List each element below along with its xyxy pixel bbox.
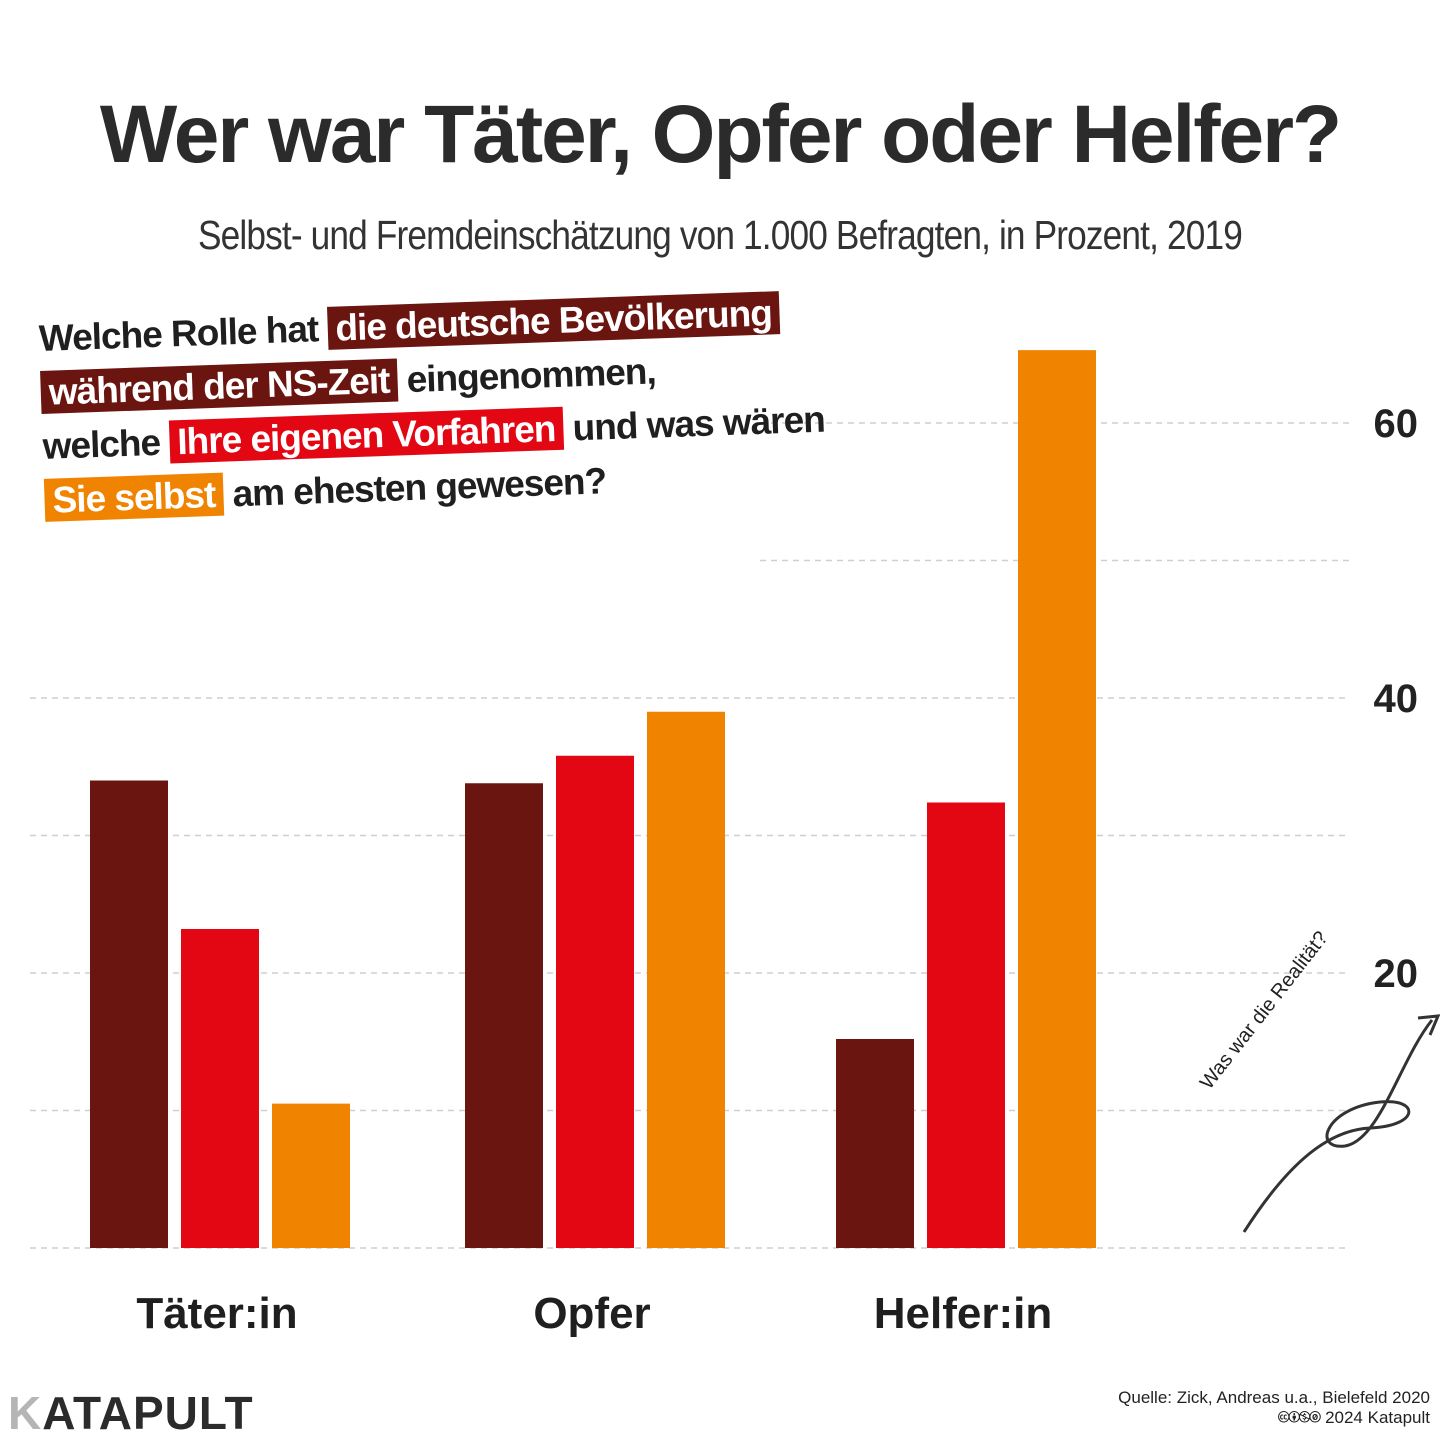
legend-vorfahren: Ihre eigenen Vorfahren bbox=[168, 406, 565, 464]
annotation-arrow-head bbox=[1417, 1014, 1440, 1036]
bars bbox=[90, 350, 1096, 1248]
logo-k: K bbox=[8, 1387, 43, 1439]
bar-1-1 bbox=[90, 780, 168, 1248]
question-part-4: und was wären bbox=[571, 398, 826, 449]
question-part-2: eingenommen, bbox=[405, 350, 657, 401]
question-text: Welche Rolle hat die deutsche Bevölkerun… bbox=[38, 280, 975, 528]
x-tick-label: Täter:in bbox=[136, 1289, 297, 1338]
bar-2-3 bbox=[927, 802, 1005, 1248]
annotation-arrow bbox=[1242, 1014, 1440, 1233]
footer-source: Quelle: Zick, Andreas u.a., Bielefeld 20… bbox=[1118, 1388, 1430, 1428]
legend-bevoelkerung-2: während der NS-Zeit bbox=[40, 358, 399, 414]
question-part-3: welche bbox=[41, 421, 161, 467]
chart-title: Wer war Täter, Opfer oder Helfer? bbox=[99, 89, 1342, 180]
bar-1-2 bbox=[465, 783, 543, 1248]
bar-2-1 bbox=[181, 929, 259, 1248]
x-tick-label: Helfer:in bbox=[874, 1289, 1052, 1338]
bar-1-3 bbox=[836, 1039, 914, 1248]
y-tick-label: 40 bbox=[1374, 677, 1419, 721]
x-tick-labels: Täter:in Opfer Helfer:in bbox=[136, 1289, 1052, 1338]
legend-selbst: Sie selbst bbox=[43, 472, 224, 522]
question-part-5: am ehesten gewesen? bbox=[231, 460, 607, 515]
chart-subtitle: Selbst- und Fremdeinschätzung von 1.000 … bbox=[198, 212, 1243, 258]
annotation-arrow-line bbox=[1242, 1019, 1434, 1233]
x-tick-label: Opfer bbox=[533, 1289, 650, 1338]
y-tick-labels: 20 40 60 bbox=[1374, 402, 1419, 996]
question-part-1: Welche Rolle hat bbox=[38, 308, 319, 359]
source-text: Quelle: Zick, Andreas u.a., Bielefeld 20… bbox=[1118, 1388, 1430, 1407]
legend-bevoelkerung-1: die deutsche Bevölkerung bbox=[326, 291, 781, 350]
katapult-logo: KATAPULT bbox=[8, 1386, 254, 1440]
license-text: 🅭🅯🄏🄍 2024 Katapult bbox=[1278, 1408, 1431, 1427]
bar-3-3 bbox=[1018, 350, 1096, 1248]
bar-3-1 bbox=[272, 1103, 350, 1248]
y-tick-label: 60 bbox=[1374, 402, 1419, 446]
bar-3-2 bbox=[647, 711, 725, 1248]
y-tick-label: 20 bbox=[1374, 952, 1419, 996]
logo-rest: ATAPULT bbox=[42, 1387, 254, 1439]
bar-2-2 bbox=[556, 755, 634, 1248]
